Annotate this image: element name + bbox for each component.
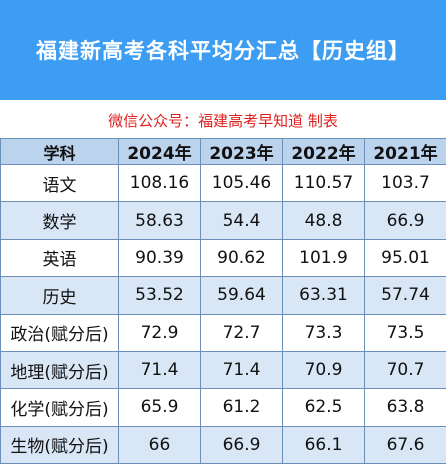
subject-cell: 地理(赋分后) <box>0 350 119 390</box>
column-header-2024: 2024年 <box>118 138 201 165</box>
score-cell: 105.46 <box>200 163 283 203</box>
subject-cell: 生物(赋分后) <box>0 425 119 464</box>
score-cell: 65.9 <box>118 388 201 427</box>
score-cell: 63.8 <box>364 388 446 427</box>
score-cell: 66 <box>118 425 201 464</box>
average-score-table: 学科 2024年 2023年 2022年 2021年 语文 108.16 105… <box>0 138 446 464</box>
score-cell: 90.62 <box>200 238 283 278</box>
subject-cell: 化学(赋分后) <box>0 388 119 427</box>
score-cell: 103.7 <box>364 163 446 203</box>
subject-cell: 历史 <box>0 276 119 315</box>
score-cell: 73.3 <box>282 313 365 352</box>
source-subtitle: 微信公众号：福建高考早知道 制表 <box>108 111 338 130</box>
subject-cell: 政治(赋分后) <box>0 313 119 352</box>
score-cell: 70.9 <box>282 350 365 390</box>
column-header-subject: 学科 <box>0 138 119 165</box>
table-row: 化学(赋分后) 65.9 61.2 62.5 63.8 <box>0 388 446 427</box>
score-cell: 67.6 <box>364 425 446 464</box>
score-cell: 59.64 <box>200 276 283 315</box>
score-cell: 70.7 <box>364 350 446 390</box>
score-cell: 54.4 <box>200 201 283 240</box>
score-cell: 71.4 <box>118 350 201 390</box>
column-header-2023: 2023年 <box>200 138 283 165</box>
column-header-2022: 2022年 <box>282 138 365 165</box>
score-cell: 72.9 <box>118 313 201 352</box>
score-cell: 73.5 <box>364 313 446 352</box>
score-cell: 57.74 <box>364 276 446 315</box>
table-row: 生物(赋分后) 66 66.9 66.1 67.6 <box>0 425 446 464</box>
score-cell: 48.8 <box>282 201 365 240</box>
score-cell: 90.39 <box>118 238 201 278</box>
table-header-row: 学科 2024年 2023年 2022年 2021年 <box>0 138 446 165</box>
table-row: 语文 108.16 105.46 110.57 103.7 <box>0 163 446 203</box>
page-title: 福建新高考各科平均分汇总【历史组】 <box>36 39 410 63</box>
table-row: 英语 90.39 90.62 101.9 95.01 <box>0 238 446 278</box>
score-cell: 66.1 <box>282 425 365 464</box>
score-cell: 53.52 <box>118 276 201 315</box>
score-cell: 95.01 <box>364 238 446 278</box>
score-cell: 66.9 <box>200 425 283 464</box>
table-row: 地理(赋分后) 71.4 71.4 70.9 70.7 <box>0 350 446 390</box>
column-header-2021: 2021年 <box>364 138 446 165</box>
title-banner: 福建新高考各科平均分汇总【历史组】 <box>0 0 446 100</box>
score-cell: 66.9 <box>364 201 446 240</box>
score-cell: 110.57 <box>282 163 365 203</box>
table-row: 政治(赋分后) 72.9 72.7 73.3 73.5 <box>0 313 446 352</box>
table-row: 历史 53.52 59.64 63.31 57.74 <box>0 276 446 315</box>
score-cell: 62.5 <box>282 388 365 427</box>
score-cell: 63.31 <box>282 276 365 315</box>
subject-cell: 数学 <box>0 201 119 240</box>
table-row: 数学 58.63 54.4 48.8 66.9 <box>0 201 446 240</box>
score-cell: 71.4 <box>200 350 283 390</box>
score-cell: 61.2 <box>200 388 283 427</box>
score-cell: 58.63 <box>118 201 201 240</box>
score-cell: 101.9 <box>282 238 365 278</box>
subject-cell: 英语 <box>0 238 119 278</box>
score-cell: 108.16 <box>118 163 201 203</box>
subject-cell: 语文 <box>0 163 119 203</box>
score-cell: 72.7 <box>200 313 283 352</box>
